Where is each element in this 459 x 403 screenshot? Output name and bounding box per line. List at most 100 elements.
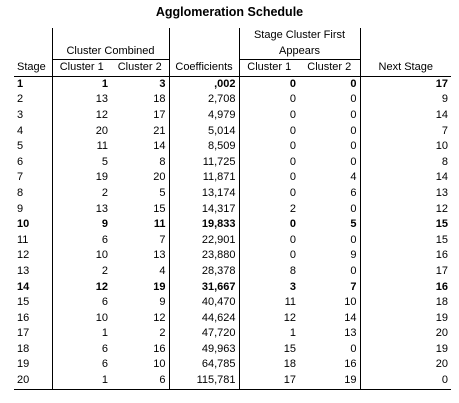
next-stage-cell: 20	[359, 357, 451, 374]
coefficient-cell: ,002	[168, 76, 240, 93]
coefficient-cell: 5,014	[168, 123, 240, 140]
header-cluster-1: Cluster 1	[51, 59, 111, 77]
table-row: 8 2 5 13,174 0 6 13	[14, 185, 451, 202]
first-appears-cluster-2-cell: 6	[350, 186, 357, 199]
table-row: 19 6 10 64,785 18 16 20	[14, 357, 451, 374]
coefficient-cell: 23,880	[168, 248, 240, 264]
first-appears-cluster-2-cell: 4	[350, 171, 357, 184]
coefficient-cell: 8,509	[168, 139, 240, 155]
coefficient-cell: 49,963	[168, 341, 240, 358]
table-row: 2 13 18 2,708 0 0 9	[14, 92, 451, 108]
first-appears-cluster-2-cell: 0	[350, 155, 357, 168]
cluster-1-cell: 12	[51, 279, 111, 296]
next-stage-cell: 19	[359, 341, 451, 358]
header-stage: Stage	[14, 59, 52, 77]
first-appears-cluster-1-cell: 0	[238, 217, 300, 233]
table-body: 1 1 3,002 0 0 17 2 13 18 2,708 0 0 9 3 12 17 4,979 0 0 14 4 2…	[14, 76, 451, 390]
stage-cell: 8	[17, 186, 24, 199]
first-appears-cluster-1-cell: 0	[238, 154, 300, 171]
stage-cell: 9	[17, 202, 24, 215]
table-row: 7 19 20 11,871 0 4 14	[14, 170, 451, 186]
coefficient-cell: 14,317	[168, 201, 240, 218]
cluster-1-cell: 6	[51, 341, 111, 358]
cluster-2-cell: 9	[159, 296, 166, 309]
table-title: Agglomeration Schedule	[155, 5, 304, 19]
first-appears-cluster-2-cell: 7	[350, 280, 357, 293]
header-cluster-combined: Cluster Combined	[51, 28, 170, 60]
next-stage-cell: 17	[359, 263, 451, 280]
table-row: 20 1 6 115,781 17 19 0	[14, 373, 451, 390]
first-appears-cluster-2-cell: 0	[350, 233, 357, 246]
cluster-2-cell: 18	[153, 93, 166, 106]
table-row: 11 6 7 22,901 0 0 15	[14, 232, 451, 249]
cluster-2-cell: 2	[159, 327, 166, 340]
cluster-1-cell: 11	[51, 139, 111, 155]
first-appears-cluster-2-cell: 19	[299, 373, 361, 390]
stage-cell: 10	[17, 218, 30, 231]
first-appears-cluster-1-cell: 12	[238, 310, 300, 327]
first-appears-cluster-1-cell: 3	[238, 279, 300, 296]
stage-cell: 12	[17, 249, 30, 262]
first-appears-cluster-2-cell: 0	[350, 202, 357, 215]
table-row: 10 9 11 19,833 0 5 15	[14, 217, 451, 233]
header-stage-first-appears-1: Stage Cluster First	[238, 28, 361, 44]
table-row: 12 10 13 23,880 0 9 16	[14, 248, 451, 264]
table-row: 3 12 17 4,979 0 0 14	[14, 107, 451, 124]
stage-cell: 5	[17, 140, 24, 153]
table-row: 17 1 2 47,720 1 13 20	[14, 326, 451, 342]
table-row: 6 5 8 11,725 0 0 8	[14, 154, 451, 171]
next-stage-cell: 16	[359, 248, 451, 264]
first-appears-cluster-1-cell: 0	[238, 232, 300, 249]
cluster-1-cell: 6	[51, 232, 111, 249]
stage-cell: 20	[14, 373, 52, 390]
cluster-1-cell: 19	[51, 170, 111, 186]
first-appears-cluster-1-cell: 15	[238, 341, 300, 358]
first-appears-cluster-1-cell: 1	[238, 326, 300, 342]
coefficient-cell: 19,833	[168, 217, 240, 233]
first-appears-cluster-2-cell: 0	[350, 108, 357, 121]
header-stage-first-appears-2: Appears	[238, 43, 361, 61]
schedule-table: Cluster Combined Stage Cluster First App…	[14, 28, 451, 390]
coefficient-cell: 2,708	[168, 92, 240, 108]
next-stage-cell: 13	[359, 185, 451, 202]
next-stage-cell: 0	[359, 373, 451, 390]
stage-cell: 11	[17, 233, 29, 246]
first-appears-cluster-2-cell: 5	[350, 218, 357, 231]
header-coef-spacer	[168, 28, 240, 60]
first-appears-cluster-1-cell: 0	[238, 170, 300, 186]
table-row: 5 11 14 8,509 0 0 10	[14, 139, 451, 155]
first-appears-cluster-1-cell: 0	[238, 107, 300, 124]
coefficient-cell: 115,781	[168, 373, 240, 390]
header-corner	[14, 28, 52, 44]
stage-cell: 16	[17, 311, 30, 324]
next-stage-cell: 15	[359, 232, 451, 249]
stage-cell: 13	[17, 264, 30, 277]
table-row: 1 1 3,002 0 0 17	[14, 76, 451, 93]
first-appears-cluster-2-cell: 0	[350, 140, 357, 153]
cluster-1-cell: 13	[51, 92, 111, 108]
first-appears-cluster-1-cell: 2	[238, 201, 300, 218]
cluster-2-cell: 7	[159, 233, 166, 246]
cluster-1-cell: 20	[51, 123, 111, 140]
coefficient-cell: 64,785	[168, 357, 240, 374]
coefficient-cell: 28,378	[168, 263, 240, 280]
next-stage-cell: 20	[359, 326, 451, 342]
header-next-stage: Next Stage	[359, 59, 451, 77]
first-appears-cluster-2-cell: 0	[350, 342, 357, 355]
header-coefficients: Coefficients	[168, 59, 240, 77]
first-appears-cluster-1-cell: 0	[238, 185, 300, 202]
first-appears-cluster-1-cell: 0	[238, 139, 300, 155]
table-row: 16 10 12 44,624 12 14 19	[14, 310, 451, 327]
coefficient-cell: 40,470	[168, 295, 240, 311]
coefficient-cell: 13,174	[168, 185, 240, 202]
table-row: 15 6 9 40,470 11 10 18	[14, 295, 451, 311]
coefficient-cell: 31,667	[168, 279, 240, 296]
header-sc-cluster-1: Cluster 1	[238, 59, 300, 77]
next-stage-cell: 10	[359, 139, 451, 155]
next-stage-cell: 7	[359, 123, 451, 140]
coefficient-cell: 47,720	[168, 326, 240, 342]
table-row: 18 6 16 49,963 15 0 19	[14, 341, 451, 358]
table-row: 14 12 19 31,667 3 7 16	[14, 279, 451, 296]
cluster-1-cell: 10	[51, 310, 111, 327]
cluster-1-cell: 1	[51, 326, 111, 342]
